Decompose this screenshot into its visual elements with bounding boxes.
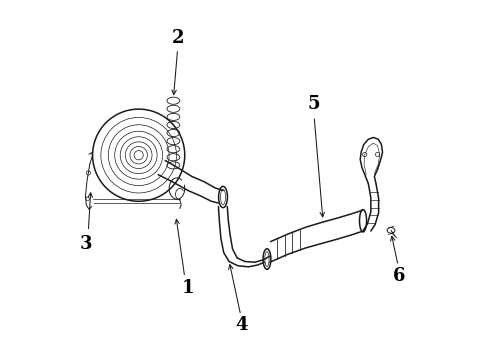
Text: 1: 1 bbox=[181, 279, 194, 297]
Text: 2: 2 bbox=[172, 29, 185, 47]
Text: 4: 4 bbox=[235, 316, 248, 334]
Text: 6: 6 bbox=[393, 267, 405, 285]
Text: 5: 5 bbox=[308, 95, 320, 113]
Text: 3: 3 bbox=[79, 235, 92, 253]
